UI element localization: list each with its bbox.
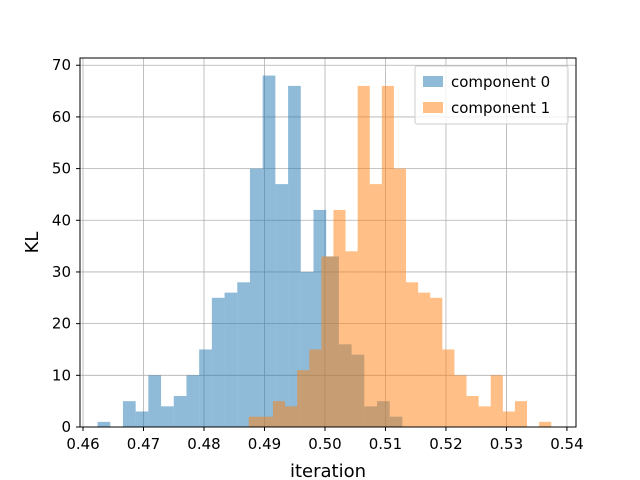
x-tick-label: 0.53 [490, 435, 523, 453]
histogram-bar [442, 349, 455, 427]
series-component-1 [248, 85, 552, 428]
histogram-bar [237, 282, 250, 427]
histogram-bar [285, 406, 298, 427]
histogram-bar [345, 251, 358, 427]
histogram-bar [248, 416, 261, 427]
x-tick-label: 0.47 [127, 435, 160, 453]
x-tick-label: 0.48 [187, 435, 220, 453]
histogram-bar [122, 401, 136, 427]
histogram-bar [430, 297, 443, 427]
histogram-bar [135, 411, 149, 427]
y-axis-ticks: 0 10 20 30 40 50 60 70 [52, 56, 80, 436]
x-axis-ticks: 0.46 0.47 0.48 0.49 0.50 0.51 0.52 0.53 0.54 [66, 427, 584, 453]
legend-box [414, 65, 569, 125]
histogram-bars [97, 75, 552, 428]
histogram-bar [514, 401, 528, 427]
y-tick-label: 20 [52, 315, 71, 333]
histogram-bar [539, 421, 552, 427]
legend: component 0 component 1 [414, 65, 569, 125]
histogram-bar [173, 395, 187, 427]
x-tick-label: 0.52 [429, 435, 462, 453]
y-tick-label: 60 [52, 108, 71, 126]
histogram-bar [309, 349, 322, 427]
x-tick-label: 0.46 [66, 435, 99, 453]
histogram-bar [262, 75, 276, 428]
histogram-bar [275, 184, 289, 427]
histogram-bar [224, 292, 238, 427]
x-tick-label: 0.50 [308, 435, 341, 453]
histogram-bar [249, 168, 263, 428]
histogram-bar [466, 395, 479, 427]
histogram-bar [260, 416, 273, 427]
legend-swatch-component-0 [423, 76, 443, 87]
histogram-bar [454, 375, 467, 427]
y-tick-label: 10 [52, 366, 71, 384]
x-axis-title: iteration [290, 461, 366, 480]
histogram-bar [161, 406, 174, 427]
histogram-bar [148, 375, 162, 427]
histogram-bar [199, 349, 212, 427]
histogram-bar [393, 168, 407, 428]
y-tick-label: 40 [52, 211, 71, 229]
histogram-bar [502, 411, 515, 427]
legend-swatch-component-1 [423, 102, 443, 113]
y-tick-label: 70 [52, 56, 71, 74]
plot-frame [79, 57, 577, 428]
histogram-bar [406, 282, 419, 427]
histogram-bar [381, 85, 394, 427]
histogram-bar [490, 375, 503, 427]
histogram-bar [357, 85, 370, 427]
histogram-bar [288, 85, 301, 427]
y-axis-title: KL [22, 232, 43, 254]
histogram-bar [211, 297, 225, 427]
y-tick-label: 50 [52, 160, 71, 178]
legend-label-component-1: component 1 [451, 99, 550, 117]
histogram-bar [297, 370, 310, 427]
histogram-bar [478, 406, 491, 427]
x-tick-label: 0.49 [248, 435, 281, 453]
histogram-bar [321, 256, 334, 427]
histogram-bar [272, 401, 286, 427]
histogram-bar [97, 421, 111, 427]
x-tick-label: 0.51 [369, 435, 402, 453]
histogram-bar [333, 209, 346, 427]
histogram-bar [369, 184, 382, 427]
x-tick-label: 0.54 [550, 435, 583, 453]
histogram-bar [418, 292, 431, 427]
y-tick-label: 30 [52, 263, 71, 281]
histogram-bar [186, 375, 200, 427]
legend-label-component-0: component 0 [451, 73, 550, 91]
y-tick-label: 0 [61, 418, 71, 436]
